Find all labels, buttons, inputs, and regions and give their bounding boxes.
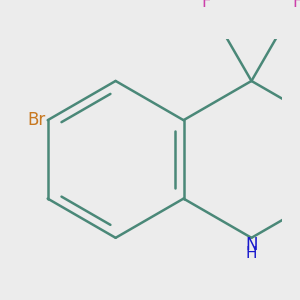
Text: F: F xyxy=(201,0,211,11)
Text: N: N xyxy=(245,236,258,254)
Text: F: F xyxy=(292,0,300,11)
Text: H: H xyxy=(246,246,257,261)
Text: Br: Br xyxy=(28,111,46,129)
